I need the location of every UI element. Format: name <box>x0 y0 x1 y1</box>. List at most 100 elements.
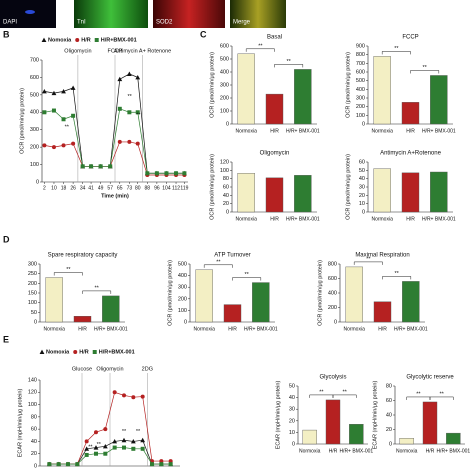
x-tick-label: 57 <box>107 185 113 191</box>
y-tick-label: 300 <box>356 95 365 101</box>
y-tick-label: 100 <box>30 162 39 168</box>
data-point <box>102 443 108 449</box>
data-point <box>80 164 85 169</box>
y-tick-label: 300 <box>30 127 39 133</box>
significance-label: ** <box>319 389 324 395</box>
x-tick-label: 88 <box>145 185 151 191</box>
data-point <box>112 445 117 450</box>
significance-label: ** <box>440 391 445 397</box>
legend-label: Nomoxia <box>48 37 72 43</box>
bar <box>325 399 341 445</box>
bar <box>195 269 213 323</box>
significance-label: ** <box>122 429 127 435</box>
y-tick-label: 700 <box>356 61 365 67</box>
significance-label: ** <box>65 125 70 131</box>
injection-label: Oligomycin <box>96 366 123 372</box>
data-point <box>84 452 89 457</box>
y-tick-label: 20 <box>289 418 295 424</box>
y-tick-label: 100 <box>356 113 365 119</box>
x-tick-label: Normoxia <box>396 448 418 454</box>
y-axis-label: OCR (pmol/min/μg protein) <box>209 52 215 118</box>
micrographs: DAPI TnI SOD2 Merge <box>0 0 286 28</box>
bar <box>349 424 364 445</box>
chart-title: Spare respiratory capacity <box>48 253 118 259</box>
injection-label: Oligomycin <box>64 48 91 54</box>
y-tick-label: 80 <box>31 414 37 420</box>
significance-bracket <box>382 276 412 280</box>
x-tick-label: H/R+ BMX-001 <box>422 128 456 134</box>
x-tick-label: Normoxia <box>43 326 65 332</box>
legend-marker <box>39 349 45 354</box>
y-tick-label: 800 <box>328 261 337 267</box>
y-tick-label: 20 <box>31 451 37 457</box>
y-tick-label: 140 <box>28 377 37 383</box>
y-tick-label: 300 <box>178 285 187 291</box>
significance-label: ** <box>127 94 132 100</box>
data-point <box>117 139 122 144</box>
y-tick-label: 30 <box>359 184 365 190</box>
bar <box>73 316 92 323</box>
y-tick-label: 100 <box>28 300 37 306</box>
data-point <box>70 85 76 90</box>
data-point <box>164 171 169 176</box>
image-merge <box>230 0 286 28</box>
y-tick-label: 400 <box>328 290 337 296</box>
chart-title: Maximal Respiration <box>355 253 409 259</box>
data-point <box>98 164 103 169</box>
significance-label: ** <box>245 272 250 278</box>
data-point <box>51 145 56 150</box>
x-tick-label: H/R <box>329 448 338 454</box>
data-point <box>168 462 173 467</box>
data-point <box>122 393 126 398</box>
x-tick-label: 96 <box>154 185 160 191</box>
data-point <box>135 110 140 115</box>
data-point <box>42 143 47 148</box>
y-tick-label: 40 <box>223 193 229 199</box>
data-point <box>168 459 173 464</box>
series-line <box>44 108 185 174</box>
x-tick-label: Normoxia <box>235 128 257 134</box>
significance-bracket <box>353 261 383 265</box>
y-tick-label: 60 <box>223 184 229 190</box>
legend-label: H/R+BMX-001 <box>101 37 137 43</box>
significance-bracket <box>410 70 440 74</box>
significance-label: ** <box>95 285 100 291</box>
data-point <box>89 164 94 169</box>
significance-label: ** <box>343 389 348 395</box>
y-tick-label: 100 <box>178 308 187 314</box>
y-tick-label: 300 <box>28 261 37 267</box>
x-tick-label: H/R <box>270 128 279 134</box>
significance-label: ** <box>88 445 93 451</box>
y-tick-label: 20 <box>386 427 392 433</box>
bar <box>294 69 312 125</box>
bar <box>265 177 284 213</box>
chart-title: FCCP <box>402 35 418 41</box>
y-axis-label: OCR (pmol/min/μg protein) <box>345 154 351 220</box>
bar <box>237 53 255 125</box>
y-axis-label: ECAR (mpH/min/μg protein) <box>17 389 23 458</box>
image-label: DAPI <box>3 20 17 26</box>
nucleus <box>25 10 35 14</box>
data-point <box>112 390 117 395</box>
x-tick-label: H/R <box>426 448 435 454</box>
significance-label: ** <box>97 442 102 448</box>
x-tick-label: H/R <box>406 216 415 222</box>
y-tick-label: 500 <box>178 261 187 267</box>
data-point <box>145 171 150 176</box>
image-label: SOD2 <box>156 20 173 26</box>
y-tick-label: 60 <box>386 398 392 404</box>
x-axis-label: Time (min) <box>101 193 129 199</box>
bar <box>430 75 448 125</box>
significance-label: ** <box>136 112 141 118</box>
y-tick-label: 400 <box>178 273 187 279</box>
x-tick-label: 49 <box>98 185 104 191</box>
x-tick-label: H/R <box>270 216 279 222</box>
legend-marker <box>94 38 99 42</box>
data-point <box>51 108 56 113</box>
data-point <box>159 459 164 464</box>
x-tick-label: Normoxia <box>371 216 393 222</box>
y-tick-label: 600 <box>220 43 229 49</box>
data-point <box>103 427 108 432</box>
significance-bracket <box>232 277 262 281</box>
y-tick-label: 150 <box>28 290 37 296</box>
